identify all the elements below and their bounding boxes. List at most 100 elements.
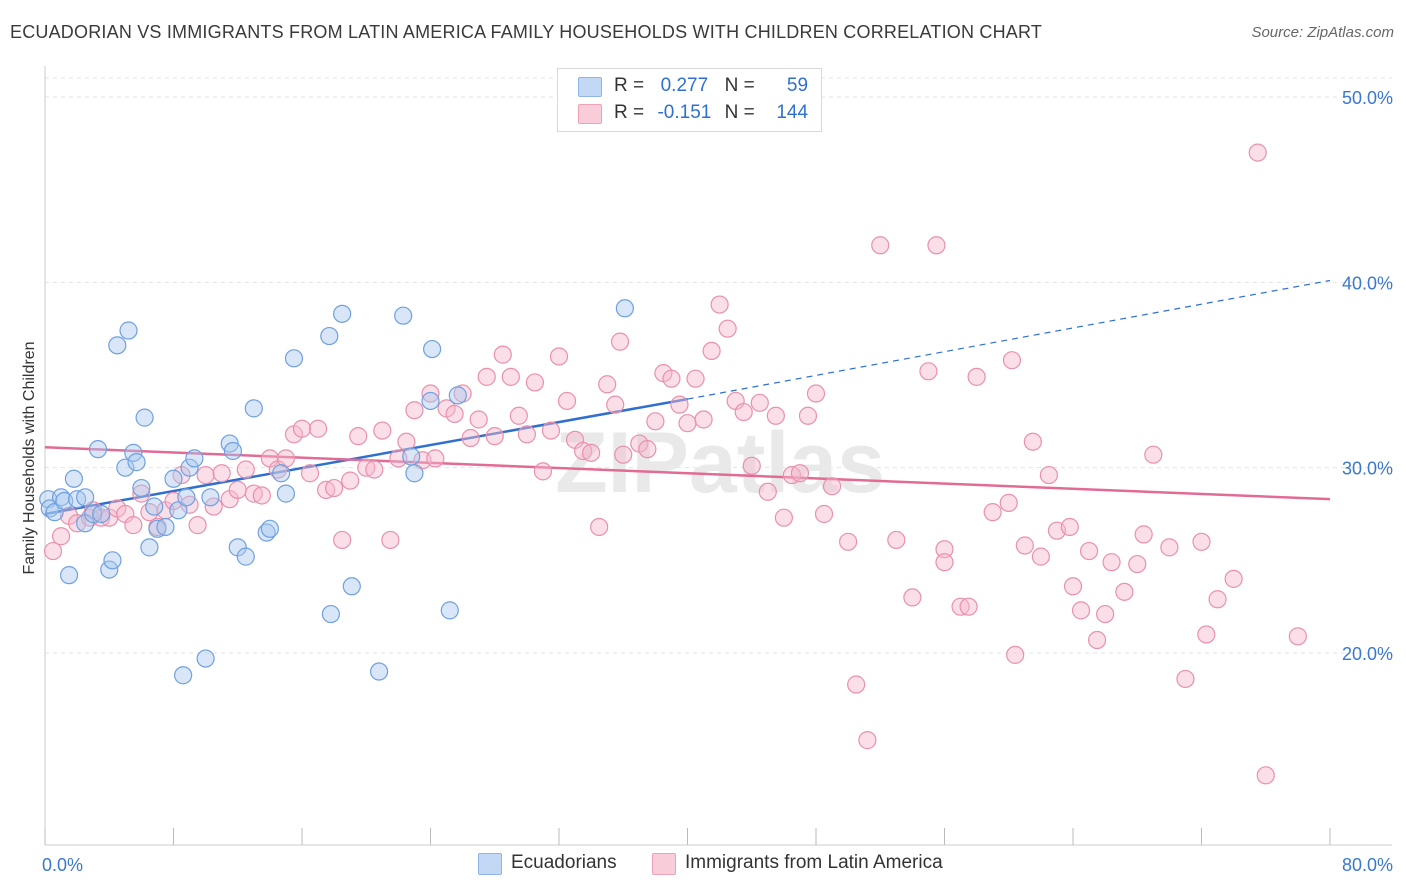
- point-ecuadorians: [135, 408, 154, 427]
- point-immigrants: [839, 532, 858, 551]
- point-immigrants: [1006, 645, 1025, 664]
- point-immigrants: [1144, 445, 1163, 464]
- source-note: Source: ZipAtlas.com: [1251, 24, 1394, 41]
- point-ecuadorians: [423, 339, 442, 359]
- n-label: N =: [724, 102, 755, 123]
- y-tick-label: 50.0%: [1342, 88, 1393, 108]
- watermark: ZIPatlas: [555, 415, 885, 511]
- point-immigrants: [610, 332, 630, 351]
- point-ecuadorians: [440, 601, 459, 620]
- point-ecuadorians: [321, 604, 341, 624]
- grid-lines: [45, 77, 1392, 654]
- point-immigrants: [750, 393, 769, 412]
- point-immigrants: [196, 465, 215, 485]
- point-immigrants: [1002, 351, 1022, 370]
- point-ecuadorians: [174, 666, 193, 685]
- point-immigrants: [1060, 517, 1079, 537]
- n-value: 144: [776, 102, 809, 123]
- x-tick-label: 80.0%: [1342, 855, 1393, 875]
- point-ecuadorians: [156, 517, 175, 537]
- point-immigrants: [549, 347, 569, 366]
- point-ecuadorians: [59, 566, 79, 585]
- point-immigrants: [252, 486, 271, 505]
- point-immigrants: [1128, 554, 1147, 574]
- point-immigrants: [43, 541, 63, 561]
- point-immigrants: [1087, 630, 1107, 650]
- point-ecuadorians: [185, 449, 204, 468]
- point-ecuadorians: [272, 464, 291, 483]
- y-tick-label: 20.0%: [1342, 644, 1393, 664]
- point-immigrants: [814, 504, 834, 524]
- trend-line-ecuadorians-extended: [687, 279, 1331, 400]
- point-immigrants: [614, 445, 633, 464]
- point-immigrants: [140, 503, 159, 522]
- point-immigrants: [871, 236, 890, 255]
- point-immigrants: [132, 484, 151, 503]
- point-immigrants: [638, 440, 657, 459]
- point-immigrants: [188, 516, 207, 535]
- point-immigrants: [999, 493, 1018, 512]
- point-ecuadorians: [92, 504, 111, 524]
- point-immigrants: [766, 406, 785, 425]
- point-immigrants: [1071, 601, 1091, 620]
- point-immigrants: [333, 530, 352, 550]
- point-immigrants: [517, 425, 536, 444]
- point-ecuadorians: [64, 469, 84, 488]
- point-immigrants: [686, 369, 705, 388]
- point-immigrants: [228, 480, 247, 500]
- point-immigrants: [1031, 547, 1050, 566]
- point-immigrants: [1176, 669, 1195, 689]
- point-immigrants: [742, 456, 761, 475]
- point-immigrants: [903, 588, 922, 607]
- point-immigrants: [927, 236, 946, 255]
- point-immigrants: [1224, 569, 1243, 588]
- point-immigrants: [533, 462, 553, 481]
- point-immigrants: [236, 460, 255, 479]
- point-ecuadorians: [132, 478, 151, 498]
- point-immigrants: [718, 319, 737, 338]
- point-immigrants: [1115, 582, 1134, 601]
- point-immigrants: [1288, 627, 1307, 646]
- point-immigrants: [822, 477, 842, 496]
- point-immigrants: [935, 540, 954, 559]
- point-immigrants: [582, 443, 601, 462]
- point-ecuadorians: [615, 299, 634, 318]
- point-ecuadorians: [103, 551, 122, 570]
- point-immigrants: [308, 419, 328, 438]
- point-immigrants: [557, 391, 577, 411]
- point-ecuadorians: [76, 488, 95, 507]
- point-immigrants: [300, 464, 320, 483]
- point-immigrants: [525, 373, 545, 392]
- point-immigrants: [678, 414, 697, 433]
- point-ecuadorians: [140, 538, 159, 557]
- point-ecuadorians: [284, 349, 304, 368]
- point-ecuadorians: [180, 458, 199, 477]
- point-immigrants: [341, 471, 360, 490]
- point-immigrants: [461, 428, 480, 448]
- point-immigrants: [1096, 604, 1115, 624]
- point-ecuadorians: [116, 458, 135, 477]
- point-immigrants: [477, 367, 496, 386]
- point-ecuadorians: [333, 304, 352, 323]
- legend-swatch-pink: [578, 104, 602, 124]
- point-immigrants: [1160, 538, 1179, 557]
- point-ecuadorians: [177, 488, 196, 507]
- point-immigrants: [790, 464, 810, 483]
- point-immigrants: [959, 597, 978, 616]
- point-immigrants: [373, 421, 392, 440]
- y-tick-label: 30.0%: [1342, 459, 1393, 479]
- r-label: R =: [614, 102, 645, 123]
- point-ecuadorians: [276, 484, 296, 503]
- point-immigrants: [774, 508, 793, 527]
- y-tick-label: 40.0%: [1342, 273, 1393, 293]
- point-ecuadorians: [421, 391, 440, 411]
- point-ecuadorians: [119, 321, 138, 340]
- point-immigrants: [51, 527, 71, 546]
- point-immigrants: [694, 410, 713, 429]
- point-immigrants: [1192, 532, 1211, 551]
- point-immigrants: [426, 449, 445, 468]
- point-immigrants: [212, 464, 231, 483]
- legend-label: Immigrants from Latin America: [685, 852, 943, 873]
- n-label: N =: [724, 75, 755, 96]
- point-immigrants: [349, 427, 368, 446]
